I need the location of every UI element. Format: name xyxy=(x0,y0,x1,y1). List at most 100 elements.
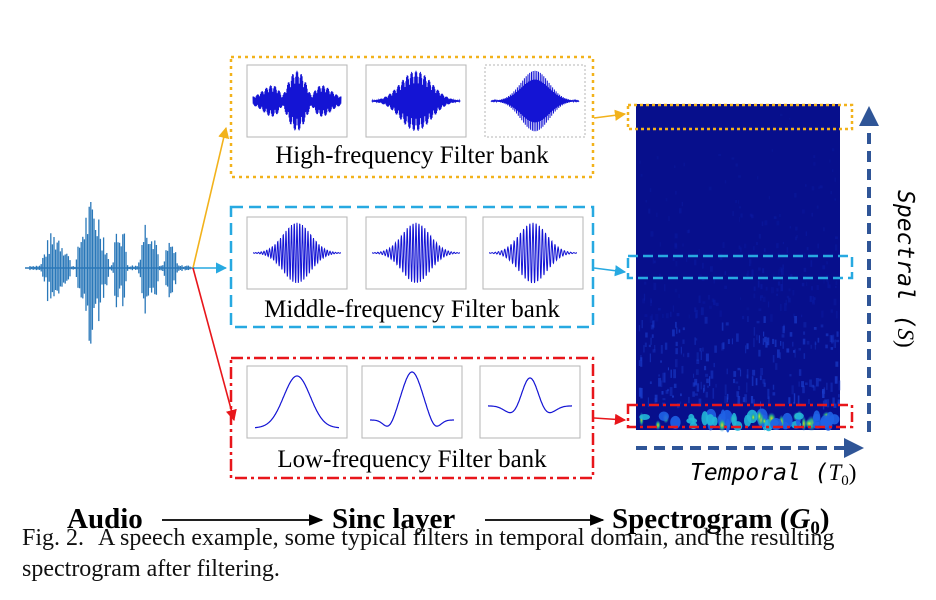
spectrogram-energy xyxy=(702,262,704,269)
spectrogram-energy xyxy=(835,286,837,289)
spectrogram-energy xyxy=(740,369,742,377)
spectrogram-energy xyxy=(715,383,717,388)
middle-to-spectrogram-arrow xyxy=(593,265,627,277)
spectrogram-energy xyxy=(668,216,670,221)
spectrogram-energy xyxy=(654,394,658,403)
middle-filter-waveform-3 xyxy=(488,222,578,284)
spectrogram-energy xyxy=(672,305,675,312)
spectrogram-energy xyxy=(753,293,756,299)
spectrogram-energy xyxy=(747,270,749,277)
bank-to-spectrogram-arrows xyxy=(593,109,627,425)
spectrogram-energy xyxy=(665,198,668,202)
spectrogram-energy xyxy=(704,365,707,371)
spectrogram-energy xyxy=(824,399,827,407)
spectrogram-energy xyxy=(750,396,754,404)
spectrogram-energy xyxy=(805,231,807,236)
spectrogram-energy xyxy=(663,372,666,383)
spectrogram-energy xyxy=(803,353,806,359)
spectrogram-energy xyxy=(751,269,754,277)
spectrogram-energy xyxy=(772,392,776,396)
spectrogram-energy xyxy=(771,287,774,294)
spectrogram-energy xyxy=(802,338,806,345)
spectrogram-energy xyxy=(777,281,781,286)
spectrogram-energy xyxy=(678,294,680,298)
high-frequency-bank: High-frequency Filter bank xyxy=(229,55,595,179)
spectrogram-energy xyxy=(758,335,760,344)
spectrogram-energy xyxy=(692,391,695,397)
spectrogram-energy xyxy=(772,274,775,277)
spectrogram-energy xyxy=(832,397,835,406)
spectrogram-energy xyxy=(665,313,669,319)
high-band-highlight xyxy=(626,103,854,131)
spectrogram-energy xyxy=(676,327,678,334)
spectrogram-energy xyxy=(762,268,765,274)
spectrogram-energy xyxy=(758,349,761,357)
spectrogram-energy xyxy=(763,331,765,337)
spectrogram-energy xyxy=(648,208,651,214)
spectrogram-energy xyxy=(781,326,784,334)
spectrogram-energy xyxy=(765,341,768,348)
spectrogram-energy xyxy=(744,394,747,403)
spectrogram-energy xyxy=(745,345,747,354)
spectrogram-energy xyxy=(674,165,676,168)
spectrogram-energy xyxy=(801,282,805,287)
spectrogram-energy xyxy=(739,206,741,209)
spectrogram-energy xyxy=(801,314,803,318)
spectrogram-energy xyxy=(794,316,797,324)
spectrogram-energy xyxy=(655,314,659,322)
spectrogram-energy xyxy=(760,368,763,376)
spectrogram-energy xyxy=(682,243,684,247)
spectrogram-energy xyxy=(721,322,724,331)
spectrogram-energy xyxy=(765,286,768,291)
spectrogram-energy xyxy=(789,226,791,229)
spectrogram-energy xyxy=(830,191,832,195)
spectrogram-energy xyxy=(653,282,657,290)
spectrogram-energy xyxy=(774,339,777,347)
spectrogram-low-band-energy xyxy=(750,412,756,422)
spectrogram-energy xyxy=(749,213,753,217)
spectrogram-energy xyxy=(648,344,651,348)
spectrogram-energy xyxy=(809,295,812,302)
spectrogram-energy xyxy=(726,393,729,400)
spectrogram-energy xyxy=(768,396,770,407)
spectrogram-energy xyxy=(737,396,741,405)
spectrogram-energy xyxy=(699,274,702,277)
spectrogram-energy xyxy=(640,174,643,177)
spectrogram-energy xyxy=(811,186,815,191)
spectrogram-energy xyxy=(834,376,838,384)
spectrogram-energy xyxy=(656,212,658,218)
spectrogram-energy xyxy=(823,276,825,284)
spectrogram-energy xyxy=(826,382,828,390)
low-filter-waveform-3 xyxy=(488,377,572,414)
spectrogram-energy xyxy=(809,379,812,387)
spectrogram-energy xyxy=(838,394,840,398)
spectrogram-energy xyxy=(781,334,785,338)
spectrogram-energy xyxy=(694,337,696,345)
fan-arrows xyxy=(192,126,237,422)
spectrogram-energy xyxy=(639,160,641,164)
spectrogram-energy xyxy=(721,343,724,351)
spectrogram-energy xyxy=(793,313,796,318)
middle-filter-waveform-2 xyxy=(371,222,461,283)
low-filter-waveform-2 xyxy=(370,371,454,427)
spectrogram-energy xyxy=(776,243,779,249)
spectrogram-energy xyxy=(755,378,758,386)
spectrogram-energy xyxy=(706,378,709,384)
spectrogram-energy xyxy=(688,229,690,233)
spectrogram-energy xyxy=(702,301,706,304)
spectrogram-energy xyxy=(664,284,666,292)
spectrogram-energy xyxy=(753,399,755,407)
spectrogram-low-band-energy xyxy=(670,415,681,429)
spectrogram-energy xyxy=(638,387,642,397)
spectrogram-energy xyxy=(669,387,673,396)
spectrogram-energy xyxy=(749,258,752,264)
spectrogram-energy xyxy=(654,345,656,351)
spectrogram-energy xyxy=(713,299,716,306)
spectrogram-energy xyxy=(695,381,698,385)
spectrogram-energy xyxy=(726,397,728,403)
spectrogram-energy xyxy=(638,325,641,332)
spectrogram-energy xyxy=(674,242,677,248)
spectrogram-energy xyxy=(742,397,745,402)
spectrogram-energy xyxy=(743,243,747,249)
spectrogram-energy xyxy=(740,297,742,300)
